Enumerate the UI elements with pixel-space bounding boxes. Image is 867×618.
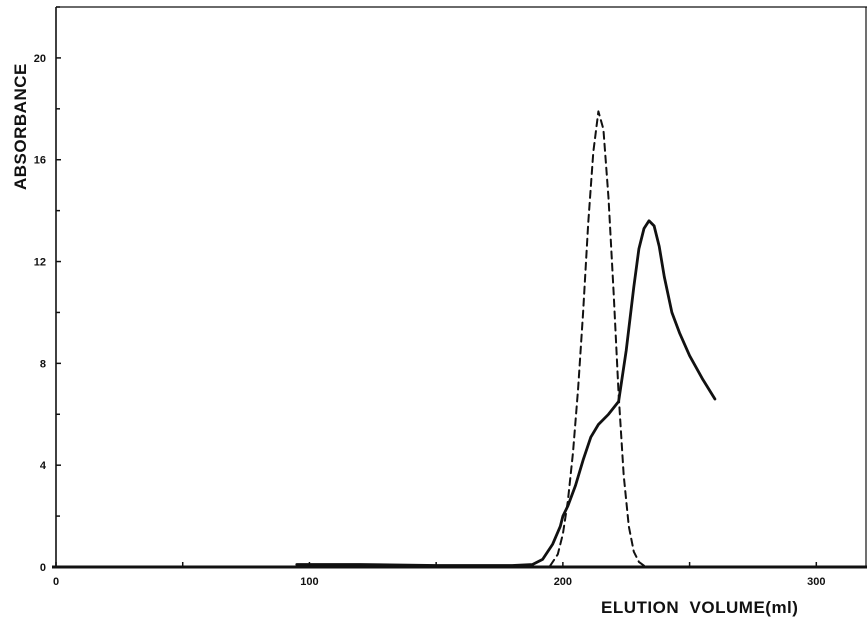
solid-series-line [295, 219, 717, 567]
x-tick-label: 300 [807, 576, 825, 588]
x-axis-label: ELUTION VOLUME(ml) [601, 598, 798, 617]
dashed-series-line [549, 110, 645, 567]
x-tick-label: 200 [554, 576, 572, 588]
x-tick-label: 100 [300, 576, 318, 588]
y-tick-label: 20 [34, 53, 46, 65]
y-tick-label: 12 [34, 257, 46, 269]
y-tick-label: 8 [40, 358, 46, 370]
y-tick-label: 16 [34, 155, 46, 167]
y-tick-label: 4 [40, 460, 47, 472]
x-tick-label: 0 [53, 576, 59, 588]
y-axis-label: ABSORBANCE [11, 63, 30, 190]
chart-axes [52, 6, 867, 569]
y-tick-label: 0 [40, 562, 46, 574]
series-layer [295, 110, 717, 567]
